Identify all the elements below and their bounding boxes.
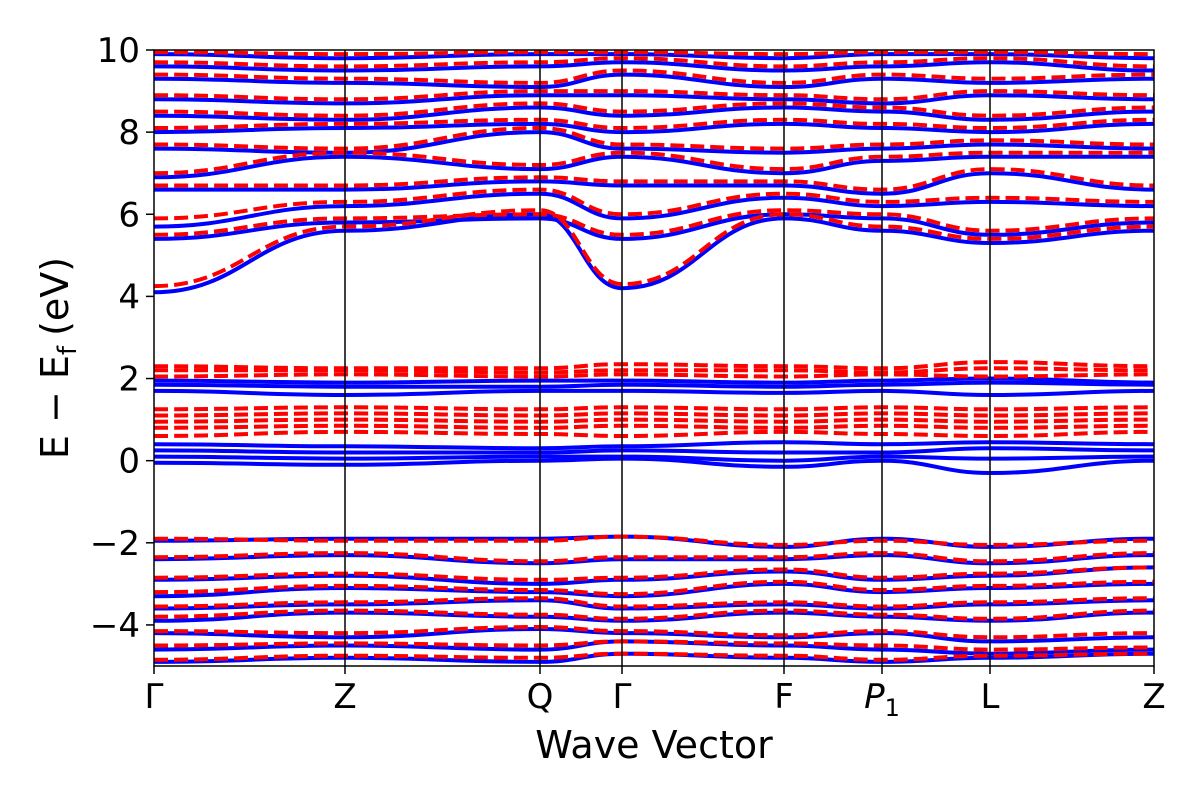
x-axis-label: Wave Vector xyxy=(535,723,773,767)
x-tick-label: F xyxy=(774,677,794,717)
x-tick-label: Q xyxy=(527,677,554,717)
y-axis-label: E − Ef (eV) xyxy=(33,257,83,459)
x-tick-label: Z xyxy=(333,677,356,717)
y-axis-label-main: E − E xyxy=(33,355,77,459)
x-tick-label: Γ xyxy=(145,677,164,717)
x-tick-label: Γ xyxy=(613,677,632,717)
y-tick-label: −4 xyxy=(90,606,140,646)
x-axis-ticks: Γ Z Q Γ F P1 L Z xyxy=(145,666,1166,722)
y-tick-label: 4 xyxy=(118,277,140,317)
x-tick-label: L xyxy=(981,677,1000,717)
y-axis-label-unit: (eV) xyxy=(33,257,77,336)
x-tick-label: Z xyxy=(1142,677,1165,717)
y-tick-label: 0 xyxy=(118,442,140,482)
y-tick-label: −2 xyxy=(90,524,140,564)
y-tick-label: 2 xyxy=(118,360,140,400)
y-axis-label-subscript: f xyxy=(53,345,83,355)
y-axis-ticks: −4 −2 0 2 4 6 8 10 xyxy=(90,31,154,646)
y-tick-label: 6 xyxy=(118,195,140,235)
y-tick-label: 8 xyxy=(118,113,140,153)
plot-frame xyxy=(153,49,1155,667)
x-tick-label: P1 xyxy=(864,677,900,722)
y-tick-label: 10 xyxy=(97,31,140,71)
high-symmetry-lines xyxy=(344,50,991,666)
